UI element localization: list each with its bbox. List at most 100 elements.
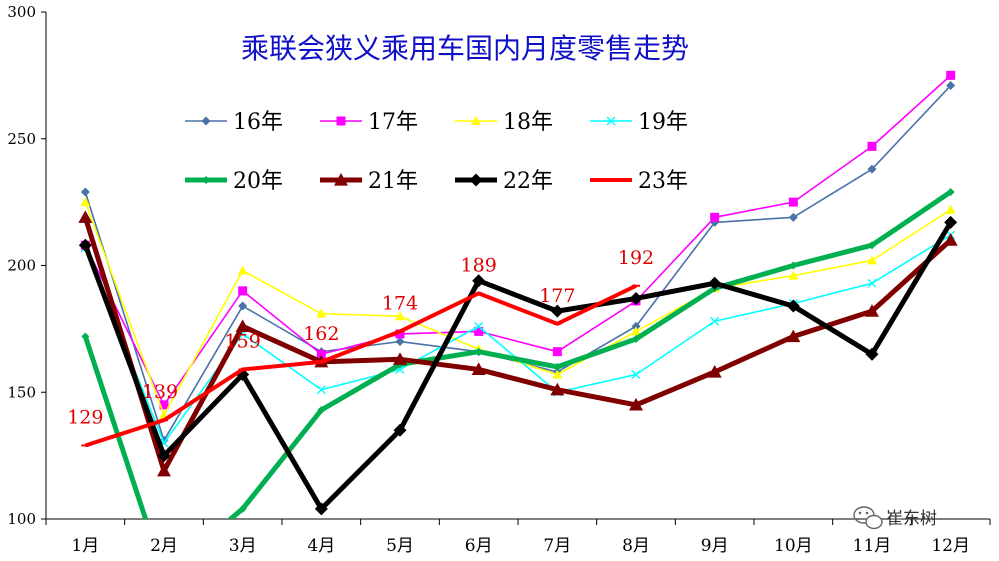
series-line-20 (82, 189, 953, 519)
x-tick-label: 4月 (307, 536, 335, 556)
series-line-22 (82, 221, 953, 512)
data-point-18 (788, 270, 799, 280)
data-point-20 (238, 504, 247, 513)
legend-item: 22年 (455, 169, 553, 194)
series-23 (81, 283, 640, 448)
data-point-22 (786, 299, 800, 313)
x-tick-label: 12月 (931, 536, 970, 556)
data-label: 139 (142, 381, 178, 403)
wechat-icon (853, 506, 883, 530)
data-point-16 (238, 301, 248, 311)
legend-label: 20年 (233, 169, 283, 194)
data-point-22 (865, 347, 879, 361)
data-point-17 (946, 70, 956, 80)
legend-item: 17年 (320, 110, 418, 135)
data-label: 189 (461, 254, 497, 276)
data-point-16 (788, 212, 798, 222)
legend-label: 22年 (503, 169, 553, 194)
data-point-18 (945, 204, 956, 214)
data-label: 159 (225, 330, 261, 352)
legend-label: 23年 (638, 169, 688, 194)
data-point-19 (867, 278, 877, 288)
data-point-21 (707, 364, 722, 378)
data-point-21 (157, 463, 171, 477)
data-label: 177 (539, 285, 575, 307)
legend-marker (201, 116, 211, 126)
legend-label: 21年 (368, 169, 418, 194)
data-point-20 (789, 261, 798, 270)
data-point-17 (316, 349, 326, 359)
data-label: 192 (618, 247, 654, 269)
data-point-21 (943, 233, 958, 246)
data-point-22 (550, 304, 564, 318)
data-point-20 (632, 335, 640, 344)
data-point-20 (553, 362, 562, 371)
series-21 (78, 210, 958, 477)
x-tick-label: 10月 (774, 536, 813, 556)
series-line-23 (84, 283, 637, 448)
data-point-22 (393, 423, 407, 437)
series-22 (78, 215, 958, 516)
data-point-21 (550, 382, 565, 396)
data-point-17 (395, 329, 405, 339)
data-point-17 (788, 197, 798, 207)
data-point-18 (867, 255, 877, 265)
data-point-18 (631, 326, 641, 336)
data-point-21 (471, 362, 486, 376)
legend-item: 23年 (590, 169, 688, 194)
data-point-21 (78, 210, 93, 223)
legend-item: 19年 (590, 110, 688, 135)
data-point-21 (235, 319, 250, 332)
data-point-20 (474, 347, 483, 356)
data-point-17 (552, 347, 562, 357)
data-point-16 (631, 321, 641, 331)
series-line-17 (84, 74, 952, 406)
data-point-16 (946, 81, 956, 91)
x-tick-label: 9月 (701, 536, 729, 556)
data-point-20 (946, 187, 955, 196)
data-point-19 (316, 385, 326, 395)
data-point-21 (865, 304, 879, 317)
data-point-17 (159, 400, 169, 410)
legend-item: 18年 (455, 110, 553, 135)
data-point-19 (710, 316, 720, 326)
legend-item: 16年 (185, 110, 283, 135)
series-19 (80, 230, 956, 448)
legend-marker (471, 116, 481, 125)
legend-item: 21年 (320, 169, 418, 194)
y-tick-label: 200 (7, 257, 36, 275)
data-point-16 (395, 337, 405, 347)
data-point-17 (710, 212, 720, 222)
legend-marker (469, 173, 483, 187)
data-point-17 (867, 141, 877, 151)
data-point-19 (474, 321, 484, 331)
data-point-18 (80, 197, 91, 207)
x-tick-label: 11月 (853, 536, 892, 556)
y-tick-label: 100 (7, 510, 36, 528)
data-point-22 (78, 238, 92, 252)
data-point-22 (629, 291, 643, 305)
x-tick-label: 1月 (71, 536, 99, 556)
data-point-20 (317, 405, 326, 414)
data-point-21 (786, 329, 801, 343)
data-point-20 (868, 241, 876, 250)
data-point-18 (316, 308, 327, 318)
y-tick-label: 150 (7, 383, 36, 401)
x-tick-label: 2月 (150, 536, 178, 556)
data-point-17 (238, 286, 248, 296)
data-point-16 (80, 187, 90, 197)
data-label: 162 (303, 323, 339, 345)
y-tick-label: 300 (7, 3, 36, 21)
data-point-18 (395, 311, 405, 321)
data-point-21 (629, 397, 643, 411)
data-point-22 (472, 274, 486, 288)
watermark: 崔东树 (853, 506, 937, 530)
data-point-18 (237, 265, 248, 275)
legend-marker (606, 116, 616, 126)
legend-marker (336, 116, 346, 126)
data-point-22 (708, 276, 722, 290)
series-20 (81, 187, 955, 519)
x-tick-label: 8月 (622, 536, 650, 556)
data-point-19 (631, 370, 641, 379)
legend-label: 16年 (233, 110, 283, 135)
